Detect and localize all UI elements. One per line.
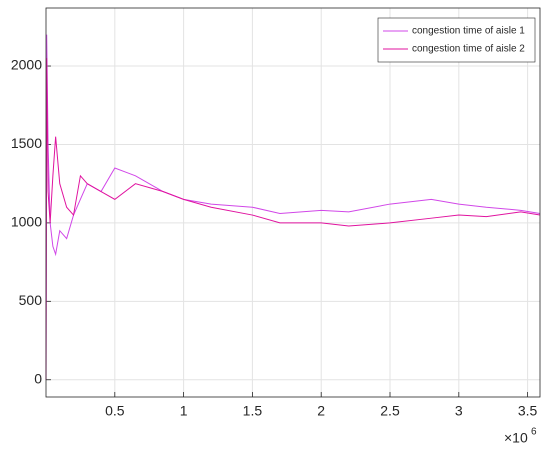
legend-label: congestion time of aisle 1 (412, 26, 525, 37)
x-tick-label: 2 (317, 403, 325, 419)
legend-label: congestion time of aisle 2 (412, 44, 525, 55)
legend-box (377, 17, 536, 63)
x-exponent-power: 6 (531, 427, 537, 438)
x-tick-label: 1 (180, 403, 188, 419)
axes-box (45, 7, 541, 398)
x-tick-label: 3.5 (518, 403, 538, 419)
data-line (45, 34, 541, 380)
y-tick-label: 500 (19, 292, 43, 308)
y-tick-label: 1500 (11, 135, 42, 151)
x-tick-label: 1.5 (243, 403, 263, 419)
y-tick-label: 1000 (11, 214, 42, 230)
x-tick-label: 0.5 (105, 403, 125, 419)
data-line (45, 58, 541, 380)
x-tick-label: 2.5 (380, 403, 400, 419)
x-exponent-base: ×10 (504, 430, 528, 446)
y-tick-label: 2000 (11, 57, 42, 73)
y-tick-label: 0 (34, 370, 42, 386)
plot-area (46, 8, 540, 397)
x-tick-label: 3 (455, 403, 463, 419)
